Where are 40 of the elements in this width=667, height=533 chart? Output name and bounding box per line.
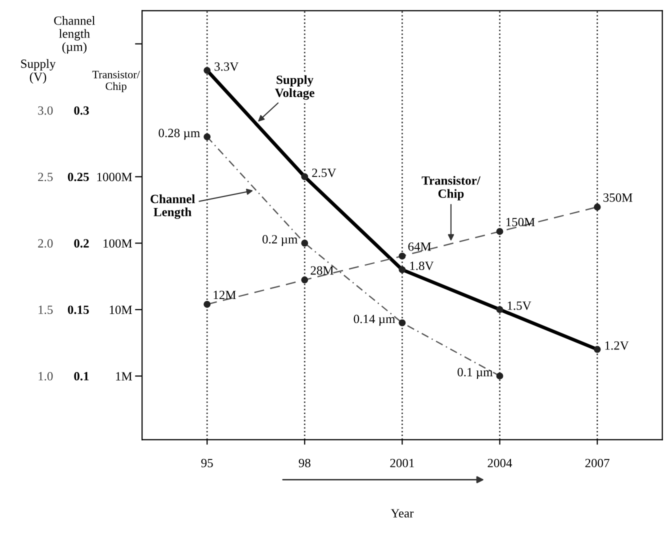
y-tick-label: 1.0 (38, 372, 53, 380)
y3-tick-label: 100M (104, 239, 132, 248)
x-tick-label: 2007 (585, 458, 610, 468)
y-tick-label: 2.5 (38, 172, 53, 182)
data-label: 0.28 µm (158, 128, 200, 140)
data-label: 150M (506, 218, 535, 226)
y-tick-label: 3.0 (38, 106, 53, 115)
y-axis-title: Supply (V) (21, 59, 56, 84)
data-label: 0.14 µm (354, 314, 396, 326)
data-label: 1.5V (508, 302, 532, 310)
y2-axis-title: Channel length (µm) (54, 16, 96, 54)
data-label: 12M (214, 290, 236, 300)
x-tick-label: 2001 (390, 458, 414, 468)
y3-axis-title: Transistor/ Chip (92, 70, 140, 92)
data-label: 3.3V (214, 62, 239, 71)
x-tick-label: 98 (298, 458, 310, 468)
data-label: 28M (310, 266, 334, 275)
y2-tick-label: 0.25 (68, 172, 89, 182)
text: Supply Voltage (274, 75, 314, 100)
y2-tick-label: 0.3 (74, 106, 89, 115)
y-tick-label: 2.0 (38, 239, 53, 248)
text: Transistor/ Chip (422, 176, 481, 200)
y2-tick-label: 0.2 (74, 239, 89, 248)
data-label: 350M (603, 193, 632, 202)
text: Channel Length (150, 194, 195, 219)
y2-tick-label: 0.15 (68, 306, 89, 314)
data-label: 0.2 µm (262, 235, 298, 246)
data-label: 1.2V (605, 341, 629, 350)
y3-tick-label: 10M (110, 306, 132, 314)
y3-tick-label: 1000M (97, 172, 132, 182)
y-tick-label: 1.5 (38, 306, 53, 314)
data-label: 1.8V (410, 262, 434, 270)
x-axis-title: Year (390, 509, 414, 518)
data-label: 0.1 µm (458, 368, 493, 379)
x-tick-label: 95 (201, 458, 213, 468)
data-label: 2.5V (312, 168, 336, 178)
y3-tick-label: 1M (116, 372, 132, 380)
x-tick-label: 2004 (488, 458, 512, 468)
data-label: 64M (408, 242, 432, 251)
y2-tick-label: 0.1 (74, 372, 89, 380)
